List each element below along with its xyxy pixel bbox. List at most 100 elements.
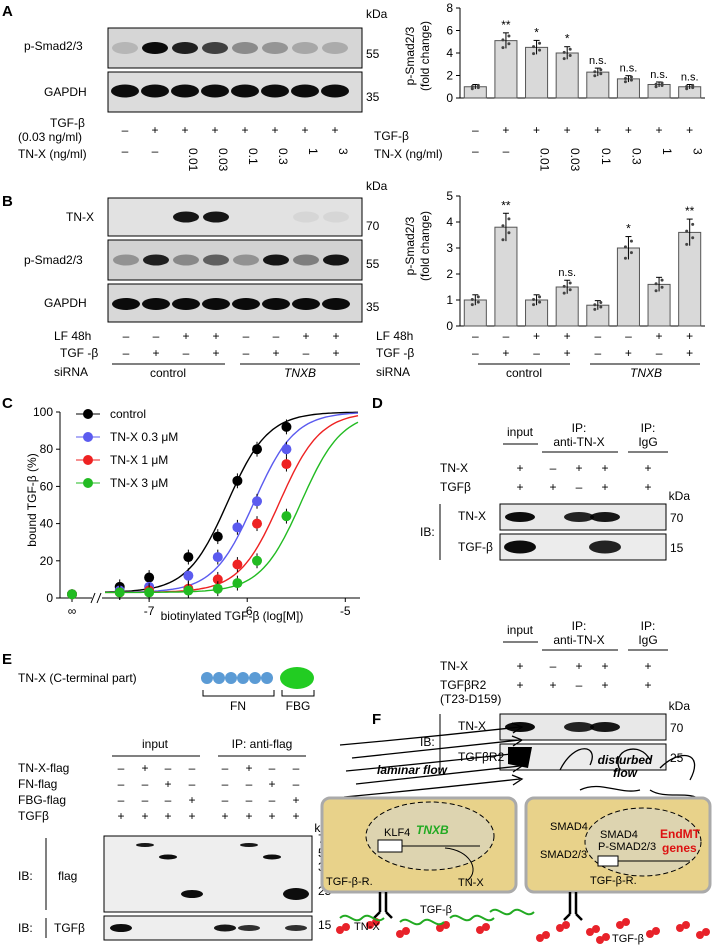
tgfb-mark-b: + [212,346,219,360]
tgfb-molecule [586,928,594,936]
tgfb-molecule [402,927,410,935]
y-tick-label: 100 [33,405,53,419]
bar [525,46,549,99]
tgfb-mark-b: + [272,346,279,360]
sign-mark: – [142,777,149,791]
legend-label: TN-X 3 μM [110,476,168,490]
bar [616,247,640,327]
tnx-strand [489,908,535,916]
lf-label-b-chart: LF 48h [376,329,413,343]
tgfb-molecule [476,926,484,934]
data-point [629,75,633,79]
disturbed-flow-arrow [617,748,651,771]
tgfb-label-a-chart: TGF-β [374,129,409,143]
sign-mark: + [221,809,228,823]
data-point [685,229,689,233]
tgfb-mark: + [625,123,632,137]
axis-break [96,592,102,604]
data-point [691,83,695,87]
kda-b: kDa [366,179,388,193]
data-point [212,531,223,542]
group-tnxb-b-chart: TNXB [630,366,662,380]
lf-mark-b: + [332,329,339,343]
psmad-band [143,254,169,266]
sign-mark: – [222,761,229,775]
treatment-rows-b: – – + + – – + + – + – + – + – + [123,329,340,360]
ylabel-b-2: (fold change) [418,211,432,281]
tgfb-mark-b: – [243,346,250,360]
tnx-strand [449,914,495,922]
psmad-band [322,42,348,54]
sign-mark: – [142,793,149,807]
tgfb-mark-a: + [211,123,218,137]
fn-label: FN [230,699,246,713]
tgfb-mark: – [533,346,540,360]
receptor-label-right: TGF-β-R. [590,875,637,887]
y-tick-label: 0 [446,319,453,333]
gapdh-band [172,298,200,310]
disturbed-label-1: disturbed [598,753,653,767]
sign-mark: – [189,777,196,791]
tgfb-mark-a: + [151,123,158,137]
tgfb-molecule [536,934,544,942]
data-point-zero [67,589,77,600]
ib-row: TGFβ [54,921,85,935]
data-point [281,444,292,455]
sign-mark: – [293,761,300,775]
psmad-band [172,42,198,54]
gapdh-band [231,84,259,98]
tnx-mark: 0.01 [538,148,552,172]
row-label: FN-flag [18,777,57,791]
mw: 15 [670,541,684,555]
antibody-label: anti-TN-X [553,633,604,647]
tgfb-band [214,924,236,932]
mw-b-35: 35 [366,300,380,314]
tnx-mark: – [472,144,479,158]
significance-label: n.s. [620,63,638,75]
ib-label: IB: [18,921,33,935]
data-point [599,305,603,309]
fn-domain [201,672,213,684]
tnx-mark-a: – [152,144,159,158]
gapdh-band [141,84,169,98]
data-point [252,496,263,507]
psmad-band [232,42,258,54]
sign-mark: + [516,461,523,475]
tgfb-mark: – [594,346,601,360]
sign-mark: – [550,461,557,475]
promoter-box-right [597,855,619,867]
fbg-domain [280,667,314,689]
mw: 25 [670,751,684,765]
tgfb-molecule [682,921,690,929]
sign-mark: + [575,659,582,673]
lf-mark: + [533,329,540,343]
tgfb-mark-a: – [122,123,129,137]
bar-chart-b: p-Smad2/3 (fold change) 0 1 2 3 4 5 – – ** + – – + n.… [403,189,705,360]
data-point [232,475,243,486]
significance-label: ** [501,18,511,32]
significance-label: * [534,25,539,39]
sign-mark: + [516,659,523,673]
ib-label: IB: [420,525,435,539]
tgfb-mark: – [472,123,479,137]
tnx-mark-a: – [122,144,129,158]
row-label: FBG-flag [18,793,66,807]
disturbed-flow-arrow [659,754,696,781]
sign-mark: + [601,678,608,692]
data-point [212,583,223,594]
tgfb-conc-a: (0.03 ng/ml) [18,130,82,144]
gapdh-band [292,298,320,310]
row-label-psmad-a: p-Smad2/3 [24,39,83,53]
data-point [232,578,243,589]
data-point [538,295,542,299]
data-point [599,72,603,76]
ib-row: TN-X [458,509,486,523]
tgfb-band [238,925,260,931]
row-label-psmad-b: p-Smad2/3 [24,253,83,267]
tgfb-mark: + [656,123,663,137]
data-point [476,300,480,304]
lf-mark-b: – [123,329,130,343]
legend-label: TN-X 1 μM [110,453,168,467]
tnx-mark-a: 0.01 [186,148,200,172]
laminar-flow-arrow [343,778,521,798]
